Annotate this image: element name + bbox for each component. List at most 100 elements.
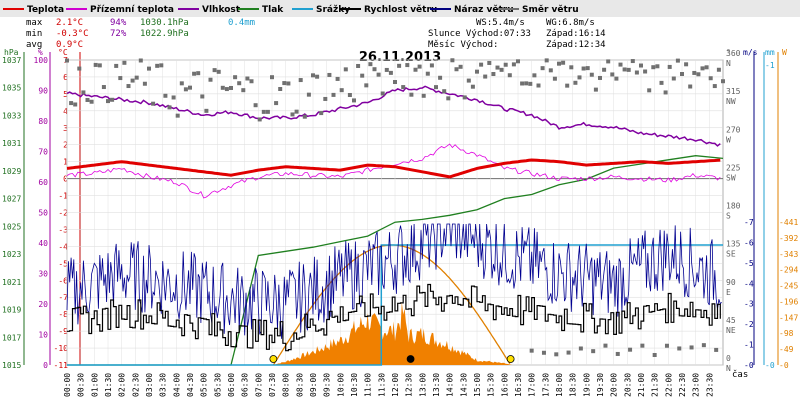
grid bbox=[66, 59, 724, 366]
direction-point bbox=[524, 81, 529, 86]
humidity-tick: 100 bbox=[34, 56, 49, 65]
direction-point bbox=[671, 76, 676, 81]
direction-point bbox=[171, 95, 176, 100]
x-tick-label: 02:30 bbox=[131, 373, 140, 397]
direction-point bbox=[454, 67, 459, 72]
direction-point bbox=[712, 84, 717, 89]
direction-point bbox=[360, 73, 365, 78]
direction-point bbox=[663, 90, 668, 95]
x-tick-label: 07:30 bbox=[268, 373, 277, 397]
stats-min-temp: -0.3°C bbox=[56, 29, 89, 39]
direction-point bbox=[640, 343, 645, 348]
x-tick-label: 02:00 bbox=[118, 373, 127, 397]
direction-point bbox=[643, 69, 648, 74]
direction-point bbox=[577, 75, 582, 80]
x-tick-label: 10:00 bbox=[336, 373, 345, 397]
x-tick-label: 14:30 bbox=[459, 373, 468, 397]
sunset-marker bbox=[506, 355, 515, 363]
direction-point bbox=[716, 67, 721, 72]
direction-tick-letter: SW bbox=[726, 173, 736, 182]
direction-point bbox=[364, 83, 369, 88]
stats-sun-set: Západ:16:14 bbox=[546, 29, 606, 39]
direction-tick: 0 bbox=[726, 354, 731, 363]
x-tick-label: 05:00 bbox=[200, 373, 209, 397]
x-tick-label: 12:30 bbox=[405, 373, 414, 397]
stats-moon: Měsíc Východ: bbox=[428, 40, 498, 50]
pressure-tick: 1017 bbox=[2, 333, 21, 342]
direction-point bbox=[544, 58, 549, 63]
direction-point bbox=[204, 108, 209, 113]
direction-point bbox=[425, 71, 430, 76]
direction-point bbox=[499, 67, 504, 72]
direction-point bbox=[270, 75, 274, 80]
legend-label: Náraz větru bbox=[454, 4, 514, 15]
solar-tick: -245 bbox=[779, 282, 798, 291]
direction-point bbox=[615, 351, 620, 356]
legend: Teplota Přízemní teplota Vlhkost Tlak Srážky… bbox=[3, 4, 579, 15]
direction-point bbox=[606, 59, 611, 64]
direction-point bbox=[578, 346, 583, 351]
series-solar bbox=[272, 301, 513, 365]
direction-tick-letter: E bbox=[726, 288, 731, 297]
temp-tick: 2 bbox=[63, 141, 68, 150]
pressure-tick: 1031 bbox=[2, 139, 21, 148]
x-tick-label: 22:00 bbox=[664, 373, 673, 397]
direction-point bbox=[110, 97, 115, 102]
rain-tick: -1 bbox=[765, 61, 775, 70]
humidity-tick: 10 bbox=[38, 331, 48, 340]
direction-point bbox=[688, 84, 693, 89]
direction-point bbox=[591, 349, 596, 354]
direction-point bbox=[651, 65, 656, 70]
legend-label: Vlhkost bbox=[202, 5, 241, 15]
legend-bar bbox=[0, 0, 800, 17]
solar-tick: -147 bbox=[779, 313, 798, 322]
direction-point bbox=[229, 85, 233, 90]
rain-tick: -0 bbox=[765, 361, 775, 370]
direction-point bbox=[677, 346, 682, 351]
x-tick-label: 16:00 bbox=[500, 373, 509, 397]
x-tick-label: 21:30 bbox=[651, 373, 660, 397]
humidity-tick: 40 bbox=[38, 239, 48, 248]
stats-avg-temp: 0.9°C bbox=[56, 40, 83, 50]
direction-point bbox=[507, 73, 512, 78]
direction-point bbox=[704, 65, 709, 70]
direction-point bbox=[347, 92, 352, 97]
pressure-tick: 1015 bbox=[2, 361, 21, 370]
direction-point bbox=[183, 87, 188, 92]
direction-point bbox=[151, 101, 156, 106]
x-tick-label: 06:30 bbox=[241, 373, 250, 397]
temp-tick: -9 bbox=[58, 327, 68, 336]
stats-moon-set: Západ:12:34 bbox=[546, 40, 606, 50]
direction-point bbox=[552, 76, 557, 81]
direction-point bbox=[634, 70, 639, 75]
series-humidity bbox=[66, 85, 721, 147]
direction-point bbox=[516, 59, 520, 64]
direction-point bbox=[376, 72, 381, 77]
temp-tick: -1 bbox=[58, 192, 68, 201]
x-tick-label: 23:00 bbox=[692, 373, 701, 397]
x-tick-label: 00:00 bbox=[63, 373, 72, 397]
direction-tick-letter: NW bbox=[726, 97, 736, 106]
direction-point bbox=[405, 63, 410, 68]
direction-point bbox=[249, 79, 254, 84]
direction-point bbox=[130, 78, 135, 83]
wind-unit: m/s bbox=[743, 48, 758, 57]
stats-wg: WG:6.8m/s bbox=[546, 18, 595, 28]
wind-tick: -1 bbox=[744, 341, 754, 350]
x-tick-label: 08:30 bbox=[295, 373, 304, 397]
direction-tick-letter: N bbox=[726, 364, 731, 373]
direction-point bbox=[503, 62, 508, 67]
temp-tick: 5 bbox=[63, 90, 68, 99]
direction-point bbox=[475, 69, 479, 74]
direction-point bbox=[73, 102, 78, 107]
wind-tick: -0 bbox=[744, 361, 754, 370]
temp-unit: °C bbox=[58, 48, 68, 57]
direction-point bbox=[557, 61, 561, 66]
direction-point bbox=[569, 65, 574, 70]
direction-point bbox=[639, 63, 643, 68]
direction-point bbox=[122, 60, 127, 65]
direction-point bbox=[689, 345, 694, 350]
temp-tick: -10 bbox=[54, 344, 69, 353]
direction-point bbox=[462, 95, 467, 100]
direction-point bbox=[438, 75, 443, 80]
